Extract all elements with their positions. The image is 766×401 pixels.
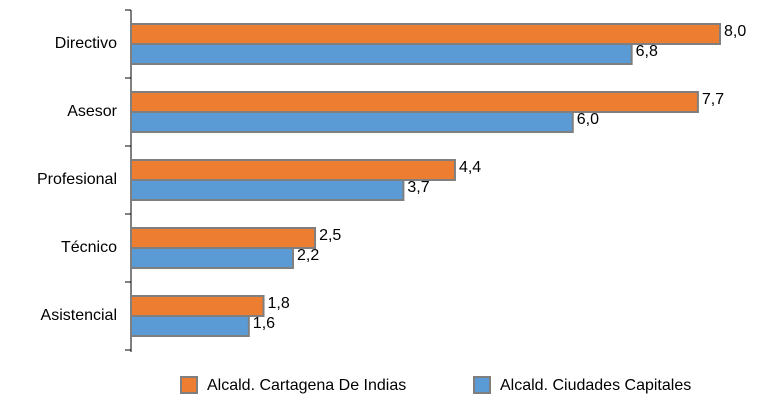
bar	[130, 159, 456, 181]
y-tick-label: Directivo	[55, 35, 117, 52]
legend-label: Alcald. Ciudades Capitales	[500, 377, 691, 394]
data-label: 2,5	[319, 227, 341, 244]
y-tick-label: Asistencial	[41, 307, 117, 324]
data-label: 1,8	[268, 295, 290, 312]
legend-label: Alcald. Cartagena De Indias	[207, 377, 406, 394]
data-label: 4,4	[459, 159, 481, 176]
bar	[130, 111, 574, 133]
y-tick-label: Técnico	[61, 239, 117, 256]
data-label: 6,8	[636, 43, 658, 60]
y-tick-label: Profesional	[37, 171, 117, 188]
legend-swatch	[473, 376, 491, 394]
data-label: 8,0	[724, 23, 746, 40]
bar	[130, 43, 633, 65]
bar	[130, 315, 250, 337]
bar	[130, 23, 721, 45]
y-tick-label: Asesor	[67, 103, 117, 120]
legend-swatch	[180, 376, 198, 394]
bar	[130, 247, 294, 269]
data-label: 3,7	[407, 179, 429, 196]
bar	[130, 295, 265, 317]
bar	[130, 179, 405, 201]
bar	[130, 227, 317, 249]
data-label: 7,7	[702, 91, 724, 108]
bar	[130, 91, 699, 113]
data-label: 1,6	[253, 315, 275, 332]
data-label: 6,0	[577, 111, 599, 128]
data-label: 2,2	[297, 247, 319, 264]
